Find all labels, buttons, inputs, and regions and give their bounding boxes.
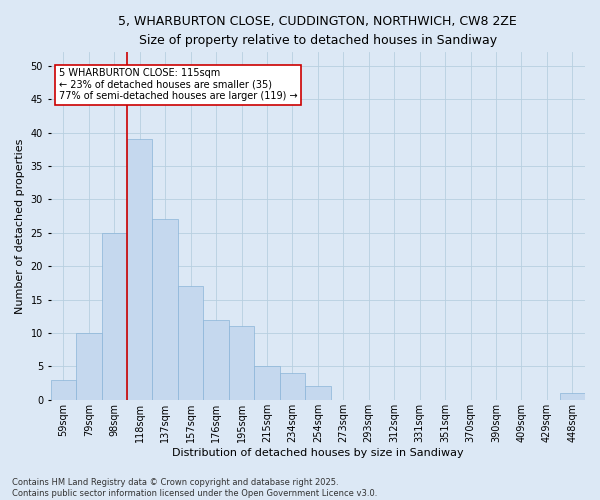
Bar — [127, 139, 152, 400]
Bar — [178, 286, 203, 400]
Bar — [50, 380, 76, 400]
Bar — [560, 393, 585, 400]
Bar — [76, 333, 101, 400]
Bar — [229, 326, 254, 400]
Bar — [280, 373, 305, 400]
Bar — [101, 232, 127, 400]
Text: Contains HM Land Registry data © Crown copyright and database right 2025.
Contai: Contains HM Land Registry data © Crown c… — [12, 478, 377, 498]
Bar — [305, 386, 331, 400]
Bar — [254, 366, 280, 400]
Title: 5, WHARBURTON CLOSE, CUDDINGTON, NORTHWICH, CW8 2ZE
Size of property relative to: 5, WHARBURTON CLOSE, CUDDINGTON, NORTHWI… — [118, 15, 517, 47]
Text: 5 WHARBURTON CLOSE: 115sqm
← 23% of detached houses are smaller (35)
77% of semi: 5 WHARBURTON CLOSE: 115sqm ← 23% of deta… — [59, 68, 298, 101]
Bar — [152, 220, 178, 400]
X-axis label: Distribution of detached houses by size in Sandiway: Distribution of detached houses by size … — [172, 448, 464, 458]
Y-axis label: Number of detached properties: Number of detached properties — [15, 138, 25, 314]
Bar — [203, 320, 229, 400]
